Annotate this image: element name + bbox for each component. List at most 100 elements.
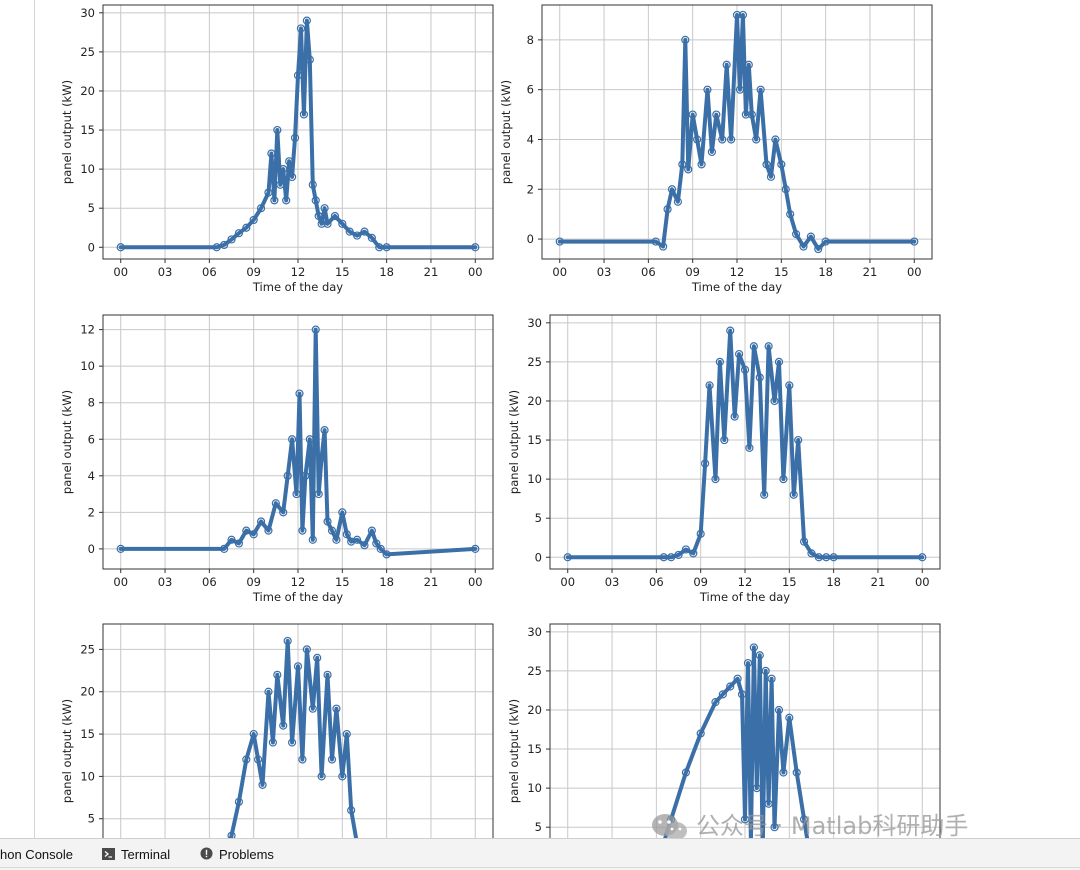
data-point xyxy=(781,185,790,194)
data-point xyxy=(332,704,341,713)
data-point xyxy=(799,242,808,251)
data-point xyxy=(703,85,712,94)
y-tick-label: 5 xyxy=(535,820,542,834)
data-point xyxy=(258,780,267,789)
data-point xyxy=(116,243,125,252)
y-axis-label: panel output (kW) xyxy=(60,390,74,494)
y-axis-label: panel output (kW) xyxy=(499,80,513,184)
data-point xyxy=(279,508,288,517)
data-point xyxy=(293,662,303,671)
y-tick-label: 0 xyxy=(535,550,542,564)
y-tick-label: 0 xyxy=(88,240,95,254)
data-point xyxy=(760,490,769,499)
x-tick-label: 00 xyxy=(113,575,128,589)
data-point xyxy=(667,553,676,562)
data-point xyxy=(755,373,764,382)
tab-python-console[interactable]: hon Console xyxy=(0,847,73,862)
data-point xyxy=(292,489,301,499)
data-point xyxy=(279,721,288,730)
data-point xyxy=(779,768,788,777)
data-point xyxy=(726,682,735,691)
data-point xyxy=(756,85,765,94)
x-tick-label: 21 xyxy=(871,575,886,589)
data-point xyxy=(688,110,697,119)
y-tick-label: 12 xyxy=(80,323,95,337)
data-point xyxy=(712,110,721,119)
data-point xyxy=(764,799,773,808)
tab-terminal[interactable]: Terminal xyxy=(102,847,170,862)
data-point xyxy=(283,471,292,480)
data-point xyxy=(264,687,273,696)
data-point xyxy=(663,205,672,214)
y-tick-label: 20 xyxy=(527,394,542,408)
y-tick-label: 10 xyxy=(80,359,95,373)
bottom-panel-tabs: hon Console Terminal Problems xyxy=(0,838,1080,870)
y-tick-label: 20 xyxy=(80,84,95,98)
data-point xyxy=(766,172,776,181)
axes-frame xyxy=(541,4,933,260)
data-point xyxy=(774,357,784,366)
data-point xyxy=(298,755,307,764)
data-point xyxy=(285,157,294,166)
y-tick-label: 10 xyxy=(80,162,95,176)
data-point xyxy=(345,227,354,236)
tab-label: Problems xyxy=(219,847,274,862)
x-tick-label: 21 xyxy=(424,265,439,279)
y-tick-label: 25 xyxy=(527,355,542,369)
data-point xyxy=(752,784,761,793)
data-point xyxy=(718,690,727,699)
data-point xyxy=(741,110,750,119)
y-tick-label: 10 xyxy=(527,781,542,795)
y-axis-label: panel output (kW) xyxy=(60,699,74,803)
y-tick-label: 30 xyxy=(527,316,542,330)
data-point xyxy=(382,243,391,252)
data-point xyxy=(271,499,280,508)
series-line xyxy=(118,18,478,250)
data-point xyxy=(715,357,724,366)
data-point xyxy=(323,670,332,679)
axes-frame xyxy=(549,314,941,570)
data-point xyxy=(273,670,282,679)
y-tick-label: 15 xyxy=(80,727,95,741)
data-point xyxy=(320,204,329,213)
tab-problems[interactable]: Problems xyxy=(200,847,274,862)
data-point xyxy=(256,517,266,526)
x-tick-label: 09 xyxy=(685,265,700,279)
y-tick-label: 20 xyxy=(527,703,542,717)
data-point xyxy=(732,10,742,20)
data-point xyxy=(249,530,258,539)
y-tick-label: 25 xyxy=(80,45,95,59)
axes-frame xyxy=(102,314,494,570)
data-point xyxy=(737,690,747,699)
data-point xyxy=(227,535,236,544)
data-point xyxy=(696,529,705,538)
x-tick-label: 00 xyxy=(907,265,922,279)
data-point xyxy=(342,729,351,739)
data-point xyxy=(314,489,323,499)
data-point xyxy=(256,204,266,213)
data-point xyxy=(764,342,773,351)
data-point xyxy=(220,544,229,553)
data-point xyxy=(293,71,303,80)
data-point xyxy=(777,160,786,169)
watermark-text: 公众号 · Matlab科研助手 xyxy=(696,812,969,840)
x-tick-label: 18 xyxy=(818,265,833,279)
data-point xyxy=(749,643,758,652)
data-point xyxy=(707,147,716,157)
data-point xyxy=(305,55,314,64)
x-tick-label: 12 xyxy=(730,265,745,279)
data-point xyxy=(770,823,779,832)
data-point xyxy=(785,381,794,390)
y-tick-label: 5 xyxy=(88,812,95,826)
x-tick-label: 06 xyxy=(641,265,656,279)
data-point xyxy=(276,180,285,189)
data-point xyxy=(311,325,320,334)
axes-frame xyxy=(549,623,941,870)
data-point xyxy=(249,729,258,739)
data-point xyxy=(305,435,314,444)
series-line xyxy=(565,328,925,560)
data-point xyxy=(910,237,919,246)
y-tick-label: 5 xyxy=(88,201,95,215)
data-point xyxy=(684,165,693,174)
